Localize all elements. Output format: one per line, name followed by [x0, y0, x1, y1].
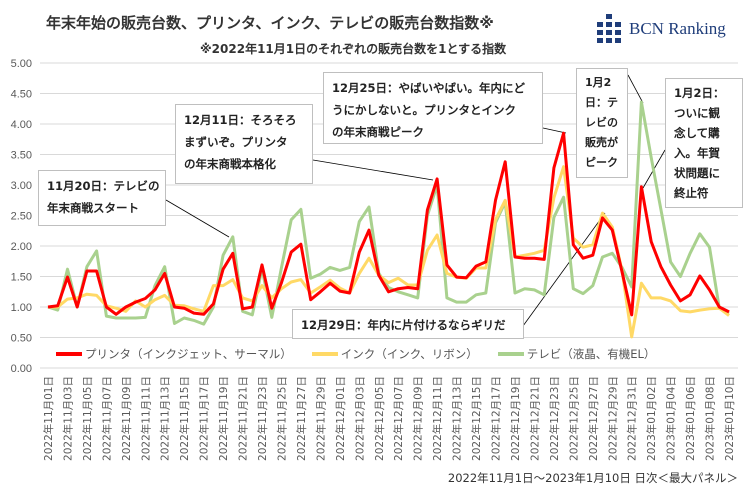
legend-label-tv: テレビ（液晶、有機EL） [526, 347, 656, 361]
x-tick-label: 2022年11月25日 [275, 376, 288, 461]
x-tick-label: 2022年12月17日 [490, 376, 503, 461]
bcn-logo: BCN Ranking [597, 14, 726, 43]
chart-title: 年末年始の販売台数、プリンタ、インク、テレビの販売台数指数※ [46, 14, 494, 32]
legend-item-tv: テレビ（液晶、有機EL） [497, 346, 656, 362]
y-tick-label: 3.50 [11, 150, 32, 162]
annotation-dec11: 12月11日：そろそろ まずいぞ。プリンタ の年末商戦本格化 [175, 104, 313, 184]
annotation-nov20: 11月20日：テレビの 年末商戦スタート [38, 170, 166, 226]
legend-item-ink: インク（インク、リボン） [311, 346, 478, 362]
x-tick-label: 2022年12月05日 [373, 376, 386, 461]
y-tick-label: 1.50 [11, 272, 32, 284]
x-tick-label: 2022年11月17日 [198, 376, 211, 461]
y-tick-label: 5.00 [11, 58, 32, 70]
annotation-jan2-tv: 1月2 日：テ レビの 販売が ピーク [576, 68, 628, 178]
x-tick-label: 2023年01月04日 [665, 376, 678, 461]
chart-subtitle: ※2022年11月1日のそれぞれの販売台数を1とする指数 [200, 42, 507, 56]
x-tick-label: 2022年11月19日 [217, 376, 230, 461]
x-tick-label: 2022年11月09日 [120, 376, 133, 461]
legend-label-printer: プリンタ（インクジェット、サーマル） [85, 347, 292, 361]
x-tick-label: 2023年01月08日 [704, 376, 717, 461]
logo-text: BCN Ranking [629, 18, 726, 38]
annotation-leader-line [312, 159, 434, 181]
x-tick-label: 2022年12月07日 [392, 376, 405, 461]
annotation-leader-line [165, 199, 230, 238]
legend-label-ink: インク（インク、リボン） [340, 347, 478, 361]
x-tick-label: 2022年12月03日 [353, 376, 366, 461]
x-tick-label: 2022年12月19日 [509, 376, 522, 461]
y-tick-label: 2.50 [11, 211, 32, 223]
legend: プリンタ（インクジェット、サーマル） インク（インク、リボン） テレビ（液晶、有… [52, 346, 680, 362]
x-tick-label: 2022年11月21日 [237, 376, 250, 461]
x-tick-label: 2022年11月01日 [42, 376, 55, 461]
x-tick-label: 2022年12月13日 [451, 376, 464, 461]
x-tick-label: 2022年12月31日 [626, 376, 639, 461]
x-tick-label: 2022年11月29日 [314, 376, 327, 461]
x-tick-label: 2022年12月15日 [470, 376, 483, 461]
y-tick-label: 1.00 [11, 302, 32, 314]
x-tick-label: 2023年01月06日 [684, 376, 697, 461]
annotation-leader-lines [165, 74, 666, 327]
x-tick-label: 2022年12月27日 [587, 376, 600, 461]
legend-swatch-tv [497, 352, 524, 356]
x-tick-label: 2022年12月23日 [548, 376, 561, 461]
series-lines [47, 100, 730, 339]
y-tick-label: 4.50 [11, 89, 32, 101]
x-tick-label: 2022年11月07日 [100, 376, 113, 461]
annotation-leader-line [522, 212, 606, 327]
x-tick-label: 2022年12月25日 [567, 376, 580, 461]
annotation-jan2: 1月2日： ついに観 念して購 入。年賀 状問題に 終止符 [665, 78, 743, 208]
y-tick-label: 0.00 [11, 363, 32, 375]
x-tick-label: 2022年12月01日 [334, 376, 347, 461]
bcn-logo-icon [597, 14, 621, 43]
annotation-leader-line [542, 127, 567, 134]
y-tick-label: 0.50 [11, 333, 32, 345]
x-tick-label: 2022年11月03日 [61, 376, 74, 461]
x-tick-label: 2022年12月21日 [528, 376, 541, 461]
x-tick-label: 2022年12月11日 [431, 376, 444, 461]
x-tick-label: 2023年01月10日 [723, 376, 736, 461]
x-tick-label: 2022年11月11日 [139, 376, 152, 461]
annotation-dec25: 12月25日：やばいやばい。年内にど うにかしないと。プリンタとインク の年末商… [323, 72, 543, 144]
annotation-dec29: 12月29日：年内に片付けるならギリだ [292, 309, 524, 339]
x-tick-label: 2022年11月23日 [256, 376, 269, 461]
annotation-leader-line [627, 74, 644, 104]
x-tick-label: 2022年12月09日 [412, 376, 425, 461]
x-tick-label: 2022年11月13日 [159, 376, 172, 461]
y-tick-label: 3.00 [11, 180, 32, 192]
y-tick-label: 4.00 [11, 119, 32, 131]
y-axis-labels: 0.00 0.50 1.00 1.50 2.00 2.50 3.00 3.50 4.00 4.50… [11, 58, 32, 375]
x-axis-labels: 2022年11月01日 2022年11月03日 2022年11月05日 2022年11… [42, 376, 736, 461]
x-tick-label: 2022年11月27日 [295, 376, 308, 461]
legend-swatch-printer [56, 352, 82, 356]
legend-item-printer: プリンタ（インクジェット、サーマル） [56, 346, 292, 362]
y-tick-label: 2.00 [11, 241, 32, 253]
x-tick-label: 2022年11月15日 [178, 376, 191, 461]
date-range-footer: 2022年11月1日～2023年1月10日 日次＜最大パネル＞ [447, 471, 738, 485]
x-tick-label: 2022年12月29日 [606, 376, 619, 461]
legend-swatch-ink [311, 352, 338, 356]
x-tick-label: 2022年11月05日 [81, 376, 94, 461]
x-tick-label: 2023年01月02日 [645, 376, 658, 461]
